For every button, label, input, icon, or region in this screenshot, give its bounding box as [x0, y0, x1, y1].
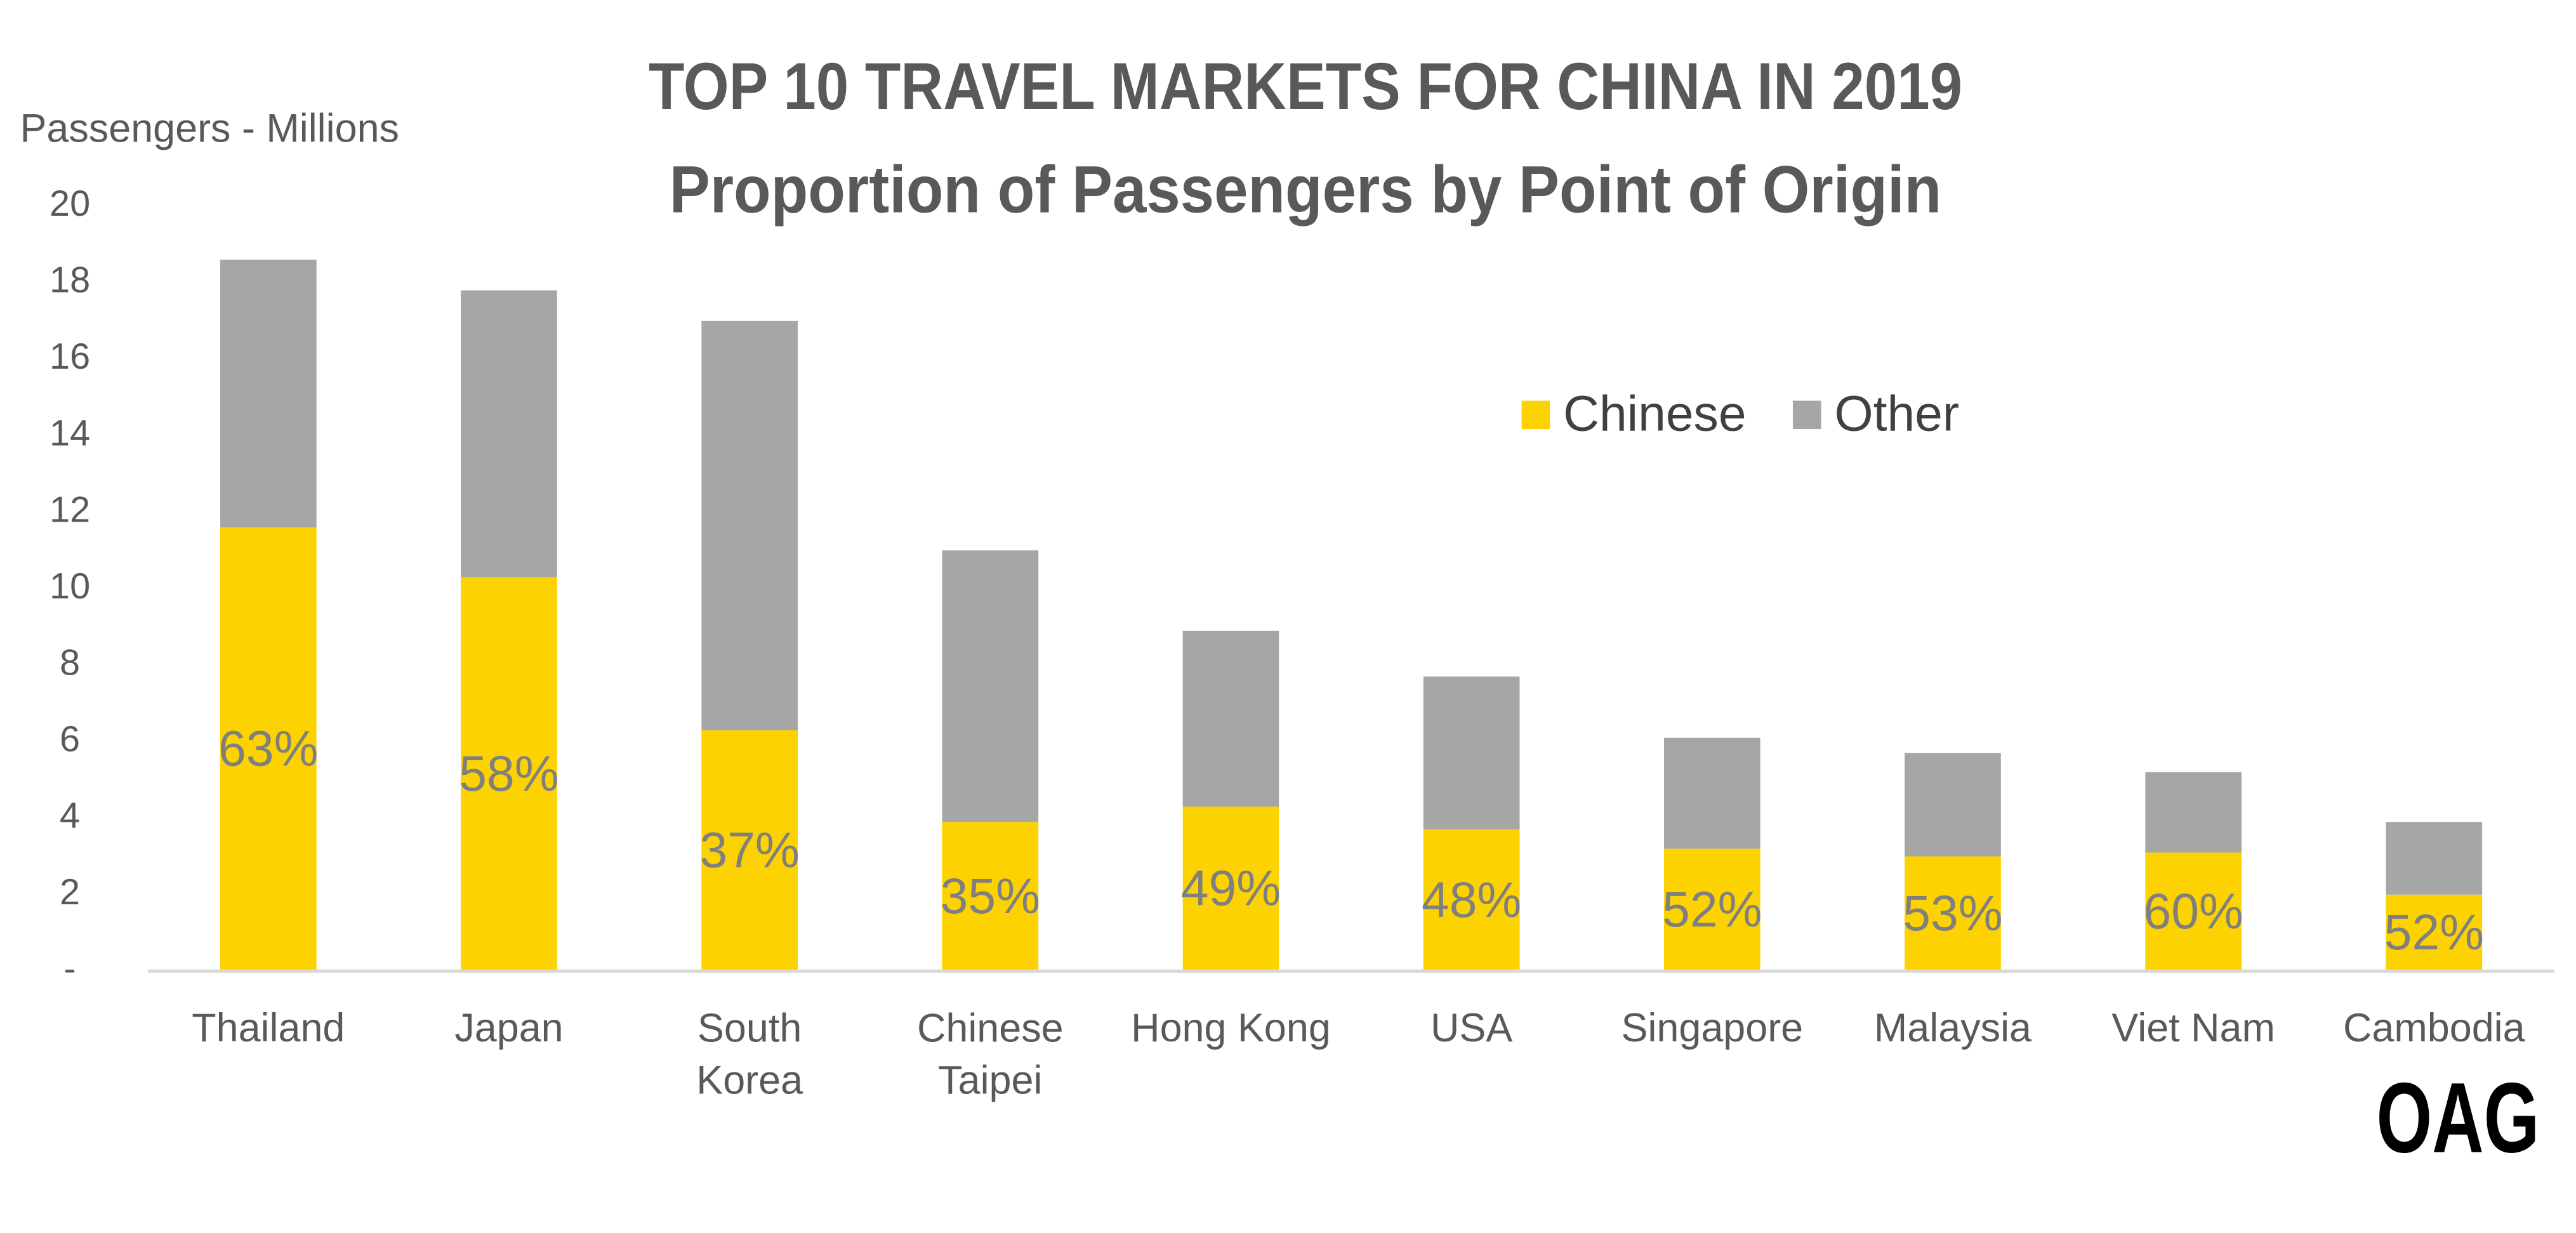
x-tick-label: Malaysia: [1874, 1006, 2031, 1050]
bar-segment: [461, 290, 557, 577]
bar-segment: [220, 260, 317, 528]
bar-segment: [1182, 630, 1279, 807]
share-label: 58%: [459, 746, 558, 801]
x-tick-label: Thailand: [192, 1006, 345, 1050]
y-tick-label: 16: [50, 336, 90, 377]
x-tick-label: Viet Nam: [2111, 1006, 2275, 1050]
share-label: 37%: [699, 822, 799, 878]
y-tick-label: 10: [50, 566, 90, 607]
y-tick-label: -: [63, 949, 76, 989]
bar-segment: [1423, 676, 1520, 830]
share-label: 35%: [941, 868, 1040, 924]
share-label: 63%: [218, 721, 318, 777]
bar-segment: [1663, 848, 1760, 972]
legend-label: Other: [1834, 385, 1959, 441]
y-tick-label: 20: [50, 183, 90, 224]
x-tick-label: USA: [1430, 1006, 1512, 1050]
bar-segment: [701, 320, 798, 730]
share-label: 52%: [1662, 881, 1762, 937]
bar-segment: [2386, 822, 2483, 895]
bar-segment: [942, 550, 1039, 822]
share-label: 53%: [1903, 885, 2002, 941]
bar-segment: [1905, 856, 2001, 972]
bar-segment: [2145, 772, 2242, 853]
bar-segment: [2386, 894, 2483, 972]
bar-segment: [942, 822, 1039, 972]
chart-title: TOP 10 TRAVEL MARKETS FOR CHINA IN 2019: [649, 49, 1962, 124]
y-tick-label: 2: [60, 872, 80, 913]
share-label: 48%: [1422, 872, 1521, 928]
bar-segment: [1663, 737, 1760, 849]
bar-segment: [461, 577, 557, 972]
bar-segment: [2145, 852, 2242, 972]
legend-label: Chinese: [1563, 385, 1746, 441]
y-axis-title: Passengers - Millions: [20, 107, 399, 151]
legend-swatch: [1521, 400, 1550, 430]
logo: OAG: [2377, 1063, 2540, 1174]
x-tick-label: Cambodia: [2343, 1006, 2525, 1050]
y-tick-label: 4: [60, 795, 80, 836]
x-tick-label: South Korea: [696, 1006, 803, 1102]
bar-segment: [701, 730, 798, 972]
x-tick-label: Chinese Taipei: [917, 1006, 1064, 1102]
y-tick-label: 14: [50, 413, 90, 454]
y-tick-label: 12: [50, 489, 90, 530]
x-tick-label: Hong Kong: [1131, 1006, 1331, 1050]
y-tick-label: 6: [60, 719, 80, 760]
share-label: 49%: [1181, 860, 1281, 916]
bar-segment: [220, 527, 317, 972]
y-tick-label: 8: [60, 642, 80, 683]
bar-segment: [1905, 753, 2001, 857]
bar-segment: [1423, 829, 1520, 972]
x-tick-label: Singapore: [1621, 1006, 1803, 1050]
bar-segment: [1182, 807, 1279, 972]
legend-swatch: [1792, 400, 1821, 430]
x-tick-label: Japan: [454, 1006, 563, 1050]
share-label: 52%: [2384, 904, 2484, 960]
chart-subtitle: Proportion of Passengers by Point of Ori…: [670, 152, 1942, 227]
y-tick-label: 18: [50, 260, 90, 301]
share-label: 60%: [2143, 883, 2243, 939]
